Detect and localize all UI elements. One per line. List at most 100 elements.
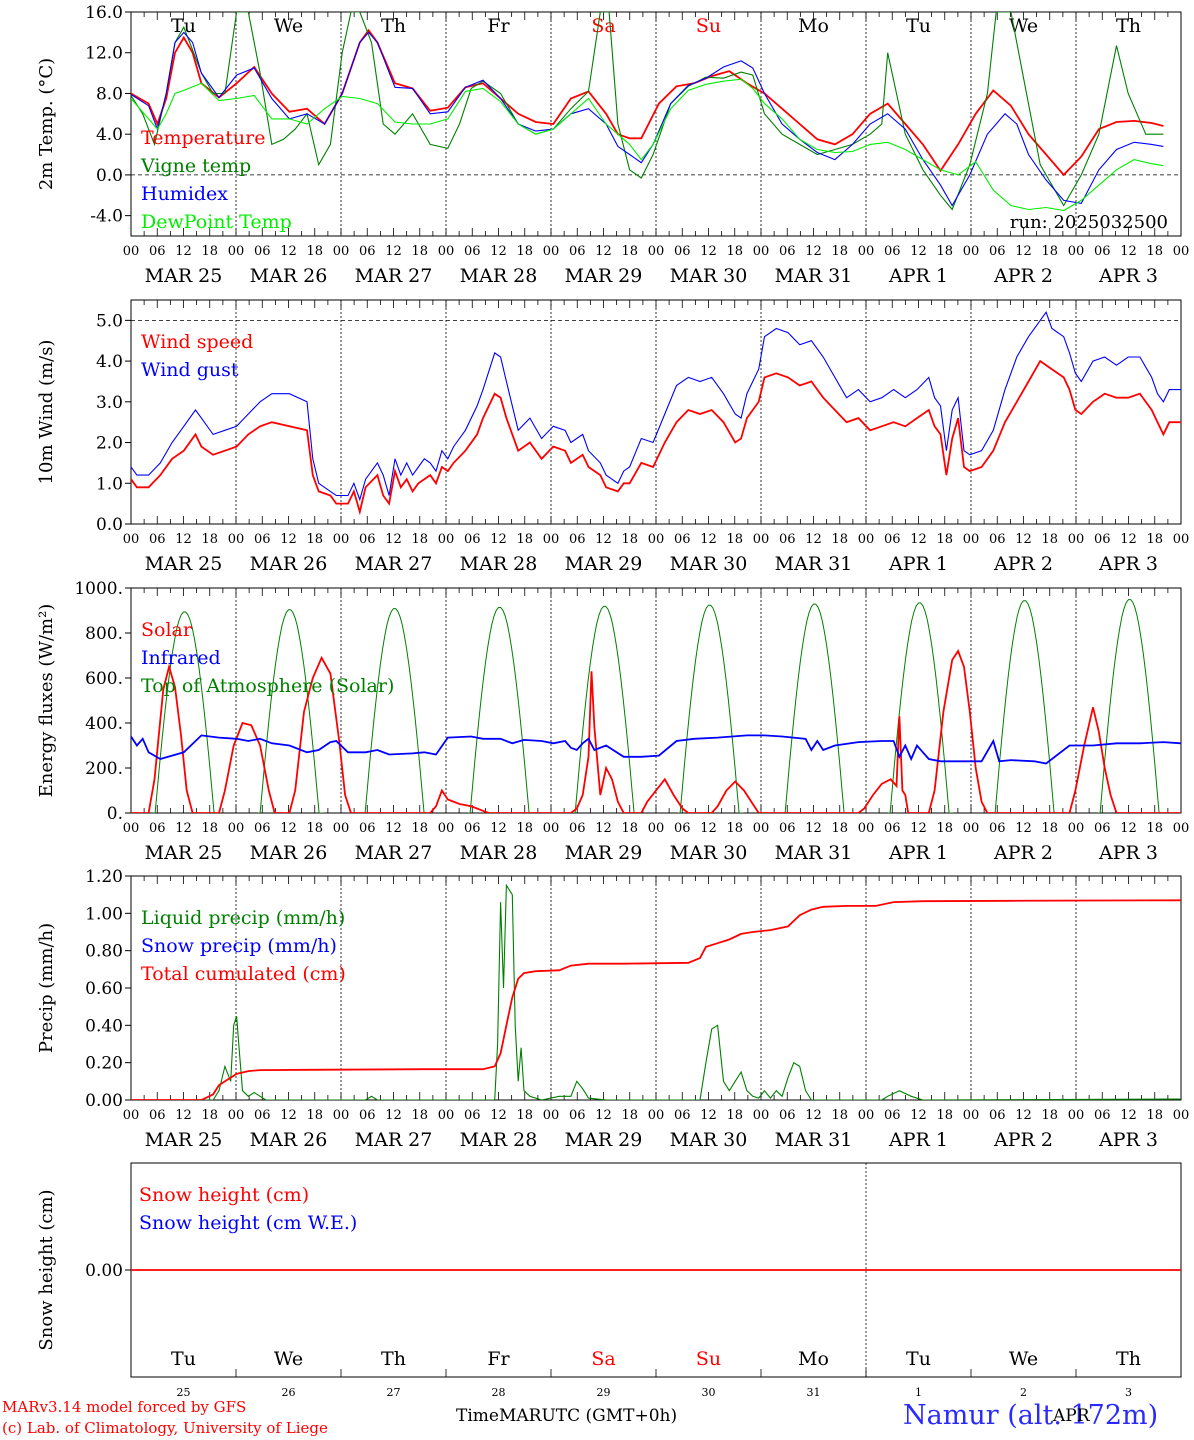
panel-snow: 0.00 25 26 27 28 29 30 31 1 2 3 Tu We Th Fr Sa Su Mo Tu We T… xyxy=(36,1162,1182,1399)
hour-label: 00 xyxy=(1068,244,1085,259)
hour-label: 00 xyxy=(543,821,560,836)
hour-label: 18 xyxy=(726,532,743,547)
date-label: MAR 25 xyxy=(145,265,223,287)
date-label: APR 3 xyxy=(1098,1129,1158,1151)
hour-label: 06 xyxy=(989,821,1006,836)
hour-label: 12 xyxy=(700,821,717,836)
day-number: 30 xyxy=(702,1386,716,1399)
hour-label: 18 xyxy=(621,532,638,547)
hour-label: 00 xyxy=(1173,244,1190,259)
hour-label: 06 xyxy=(464,244,481,259)
hour-label: 12 xyxy=(910,244,927,259)
series-line-wind-speed xyxy=(131,359,1181,516)
weekday-label: Tu xyxy=(906,15,931,37)
y-tick-label: 600. xyxy=(85,669,123,689)
hour-label: 06 xyxy=(149,532,166,547)
hour-label: 00 xyxy=(543,1108,560,1123)
hour-label: 06 xyxy=(1094,532,1111,547)
hour-label: 18 xyxy=(411,821,428,836)
hour-label: 00 xyxy=(858,1108,875,1123)
hour-label: 12 xyxy=(175,1108,192,1123)
date-label: MAR 30 xyxy=(670,553,748,575)
weekday-label: We xyxy=(1009,1348,1038,1370)
y-tick-label: 0. xyxy=(107,804,123,824)
date-label: MAR 25 xyxy=(145,1129,223,1151)
series-line-top-of-atmosphere xyxy=(677,604,744,813)
hour-label: 18 xyxy=(831,532,848,547)
date-label: MAR 29 xyxy=(565,1129,643,1151)
hour-label: 18 xyxy=(621,1108,638,1123)
hour-label: 00 xyxy=(1173,532,1190,547)
hour-label: 00 xyxy=(123,244,140,259)
weekday-label: Th xyxy=(1116,1348,1141,1370)
hour-label: 12 xyxy=(910,1108,927,1123)
y-tick-label: 400. xyxy=(85,714,123,734)
hour-label: 12 xyxy=(910,532,927,547)
hour-label: 06 xyxy=(464,532,481,547)
hour-label: 18 xyxy=(936,532,953,547)
hour-label: 12 xyxy=(1120,244,1137,259)
hour-label: 18 xyxy=(936,1108,953,1123)
date-label: MAR 25 xyxy=(145,842,223,864)
weekday-label: Th xyxy=(381,15,406,37)
legend-entry: Snow precip (mm/h) xyxy=(141,935,337,957)
hour-label: 00 xyxy=(123,821,140,836)
day-number: 26 xyxy=(282,1386,296,1399)
y-tick-label: -4.0 xyxy=(90,207,123,227)
hour-label: 00 xyxy=(858,821,875,836)
hour-label: 00 xyxy=(753,532,770,547)
hour-label: 12 xyxy=(280,532,297,547)
day-number: 27 xyxy=(387,1386,401,1399)
series-line-top-of-atmosphere xyxy=(257,609,324,813)
hour-label: 00 xyxy=(1068,532,1085,547)
hour-label: 12 xyxy=(490,821,507,836)
y-tick-label: 4.0 xyxy=(96,125,123,145)
legend-entry: Liquid precip (mm/h) xyxy=(141,907,345,929)
hour-label: 12 xyxy=(1015,244,1032,259)
hour-label: 12 xyxy=(280,244,297,259)
hour-label: 06 xyxy=(1094,1108,1111,1123)
hour-label: 06 xyxy=(884,821,901,836)
hour-label: 06 xyxy=(884,244,901,259)
hour-label: 18 xyxy=(936,821,953,836)
y-tick-label: 2.0 xyxy=(96,434,123,454)
series-line-infrared xyxy=(131,734,1181,765)
hour-label: 06 xyxy=(464,1108,481,1123)
hour-label: 12 xyxy=(1120,1108,1137,1123)
legend-entry: Infrared xyxy=(141,647,221,669)
weekday-label: Th xyxy=(381,1348,406,1370)
y-axis-label: Energy fluxes (W/m²) xyxy=(36,604,57,798)
date-label: APR 1 xyxy=(888,265,948,287)
hour-label: 12 xyxy=(595,532,612,547)
hour-label: 18 xyxy=(621,244,638,259)
hour-label: 18 xyxy=(306,532,323,547)
day-number: 25 xyxy=(177,1386,191,1399)
hour-label: 12 xyxy=(1015,532,1032,547)
hour-label: 18 xyxy=(516,1108,533,1123)
hour-label: 12 xyxy=(385,821,402,836)
y-tick-label: 0.60 xyxy=(85,979,123,999)
hour-label: 18 xyxy=(201,532,218,547)
weekday-label: Mo xyxy=(798,1348,829,1370)
weekday-label: Tu xyxy=(171,1348,196,1370)
hour-label: 00 xyxy=(438,244,455,259)
hour-label: 06 xyxy=(779,244,796,259)
station-label: Namur (alt. 172m) xyxy=(903,1400,1158,1431)
lab-credit: (c) Lab. of Climatology, University of L… xyxy=(2,1419,328,1437)
hour-label: 12 xyxy=(1120,532,1137,547)
hour-label: 06 xyxy=(359,532,376,547)
date-label: MAR 27 xyxy=(355,1129,433,1151)
day-number: 2 xyxy=(1020,1386,1027,1399)
hour-label: 18 xyxy=(1146,244,1163,259)
weekday-label: Su xyxy=(696,15,721,37)
hour-label: 00 xyxy=(753,1108,770,1123)
time-label: Time xyxy=(456,1406,499,1426)
weekday-label: Mo xyxy=(798,15,829,37)
y-tick-label: 3.0 xyxy=(96,393,123,413)
hour-label: 18 xyxy=(201,244,218,259)
y-tick-label: 0.00 xyxy=(85,1091,123,1111)
hour-label: 00 xyxy=(123,1108,140,1123)
hour-label: 12 xyxy=(1015,1108,1032,1123)
hour-label: 18 xyxy=(726,244,743,259)
